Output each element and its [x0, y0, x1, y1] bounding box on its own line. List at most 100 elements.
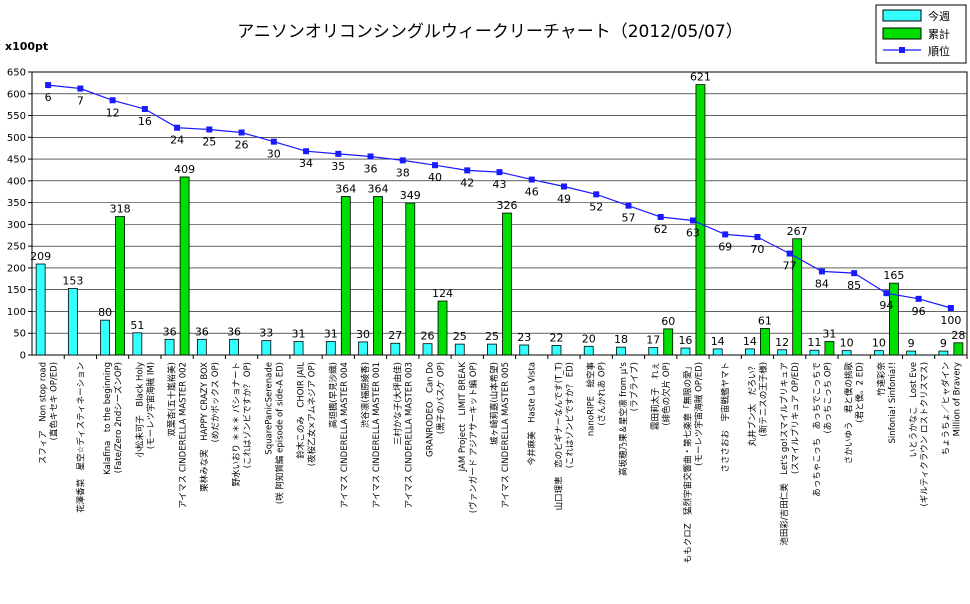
data-label-weekly: 16: [678, 334, 692, 347]
y-tick-label: 400: [7, 176, 26, 187]
data-label-weekly: 17: [646, 334, 660, 347]
data-label-rank: 52: [589, 200, 603, 213]
data-label-weekly: 26: [421, 330, 435, 343]
data-label-weekly: 10: [840, 337, 854, 350]
x-category-label: いとうかなこ Lost Eve: [909, 362, 919, 457]
data-label-rank: 46: [525, 186, 539, 199]
bar-weekly: [67, 287, 78, 356]
x-category-label: 高坂穂乃果＆星空凛 from μ's: [618, 361, 629, 475]
x-category-label: Sinfonia! Sinfonia!!: [888, 362, 898, 444]
data-label-rank: 25: [202, 135, 216, 148]
x-category-label: ももクロZ 猛烈宇宙交響曲・第七楽章「無限の愛」: [682, 362, 693, 563]
rank-marker: [947, 304, 954, 311]
x-category-label: アイマス CINDERELLA MASTER 003: [404, 362, 414, 508]
data-label-rank: 77: [783, 260, 797, 273]
x-category-label: (新テニスの王子様): [758, 362, 769, 437]
rank-marker: [915, 295, 922, 302]
x-category-label: 高垣楓(早見沙織): [328, 362, 339, 428]
bars: [35, 84, 964, 356]
x-category-label: JAM Project LIMIT BREAK: [458, 362, 468, 473]
bar-weekly: [422, 343, 433, 356]
y-axis-ticks: 0 50 100 150 200 250 300 350 400 450 500 550 600 650: [7, 68, 32, 362]
y-tick-label: 500: [7, 133, 26, 144]
rank-marker: [625, 202, 632, 209]
bar-weekly: [164, 338, 175, 356]
rank-marker: [335, 150, 342, 157]
data-label-weekly: 153: [62, 274, 83, 287]
x-category-label: (めだかボックス OP): [211, 362, 221, 442]
x-category-label: (これはゾンビですか？ ED): [566, 362, 576, 468]
data-label-weekly: 209: [30, 250, 51, 263]
data-label-rank: 26: [235, 139, 249, 152]
data-label-weekly: 14: [711, 335, 725, 348]
y-tick-label: 350: [7, 198, 26, 209]
data-label-rank: 100: [940, 314, 961, 327]
x-category-label: アイマス CINDERELLA MASTER 001: [372, 362, 382, 508]
x-category-label: (黒子のバスケ OP): [437, 362, 447, 434]
x-category-label: ちょうちょ／ヒャダイン: [940, 362, 951, 456]
x-category-label: 野水いおり ＊＊＊ パショナート: [231, 362, 242, 486]
x-category-label: 竹達彩奈: [876, 362, 887, 397]
rank-marker: [77, 85, 84, 92]
bar-total: [888, 282, 899, 356]
bar-weekly: [229, 338, 239, 356]
x-category-label: 今井麻美 Haste La Vista: [527, 362, 538, 465]
x-category-label: アイマス CINDERELLA MASTER 005: [501, 362, 511, 508]
data-label-total: 124: [432, 287, 453, 300]
x-category-label: (ヴァンガード アジアサーキット編 OP): [468, 362, 479, 513]
x-category-label: 池田彩/吉田仁美 Let's go!スマイルプリキュア: [779, 362, 790, 546]
bar-total: [502, 212, 512, 356]
rank-marker: [560, 183, 567, 190]
data-label-weekly: 20: [582, 332, 596, 345]
x-category-label: (あっちこっち OP): [823, 362, 833, 434]
x-category-label: nanoRIPE 絵空事: [586, 361, 597, 436]
bar-weekly: [519, 344, 530, 356]
x-category-label: アイマス CINDERELLA MASTER 004: [340, 362, 350, 508]
bar-weekly: [938, 350, 949, 356]
data-label-weekly: 14: [743, 335, 757, 348]
data-label-weekly: 25: [485, 330, 499, 343]
bar-total: [824, 341, 835, 356]
y-tick-label: 0: [20, 351, 26, 362]
bar-weekly: [745, 348, 755, 356]
data-label-weekly: 9: [908, 337, 915, 350]
rank-marker: [399, 157, 406, 164]
data-label-weekly: 25: [453, 330, 467, 343]
y-tick-label: 650: [7, 68, 26, 79]
legend-label-rank: 順位: [928, 44, 950, 58]
x-category-label: (君と僕。2 ED): [855, 362, 866, 423]
legend-label-weekly: 今週: [928, 9, 950, 23]
data-label-total: 326: [497, 199, 518, 212]
x-category-label: (モーレツ宇宙海賊 IM): [145, 362, 156, 449]
bar-weekly: [293, 341, 304, 356]
data-label-rank: 96: [912, 305, 926, 318]
bar-weekly: [487, 343, 497, 356]
data-label-rank: 43: [493, 178, 507, 191]
data-label-rank: 57: [621, 212, 635, 225]
data-label-weekly: 31: [324, 328, 338, 341]
data-label-rank: 49: [557, 193, 571, 206]
y-tick-label: 450: [7, 155, 26, 166]
x-category-label: 山口理恵 恋のビギナーなんです(T_T): [554, 362, 565, 510]
data-label-total: 267: [787, 225, 808, 238]
category-labels: スフィア Non stop road (直色キセキ OP/ED) 花澤香菜 星空☆デ…: [39, 355, 968, 563]
x-category-label: (緋色の欠片 OP): [661, 362, 672, 426]
data-label-weekly: 22: [549, 331, 563, 344]
plot-frame: [31, 71, 968, 356]
bar-weekly: [777, 349, 788, 356]
x-category-label: 双葉杏(五十嵐裕美): [167, 362, 178, 437]
legend-label-total: 累計: [928, 27, 950, 41]
data-label-total: 364: [335, 183, 356, 196]
data-label-rank: 6: [45, 91, 52, 104]
bar-total: [373, 196, 383, 356]
bar-weekly: [325, 341, 336, 356]
rank-marker: [754, 234, 761, 241]
bar-weekly: [100, 319, 111, 356]
bar-weekly: [196, 338, 207, 356]
data-label-weekly: 36: [163, 325, 177, 338]
x-category-label: 渋谷凛(福原綾香): [360, 362, 371, 428]
bar-weekly: [35, 263, 46, 356]
rank-marker: [432, 162, 439, 169]
data-label-rank: 38: [396, 166, 410, 179]
